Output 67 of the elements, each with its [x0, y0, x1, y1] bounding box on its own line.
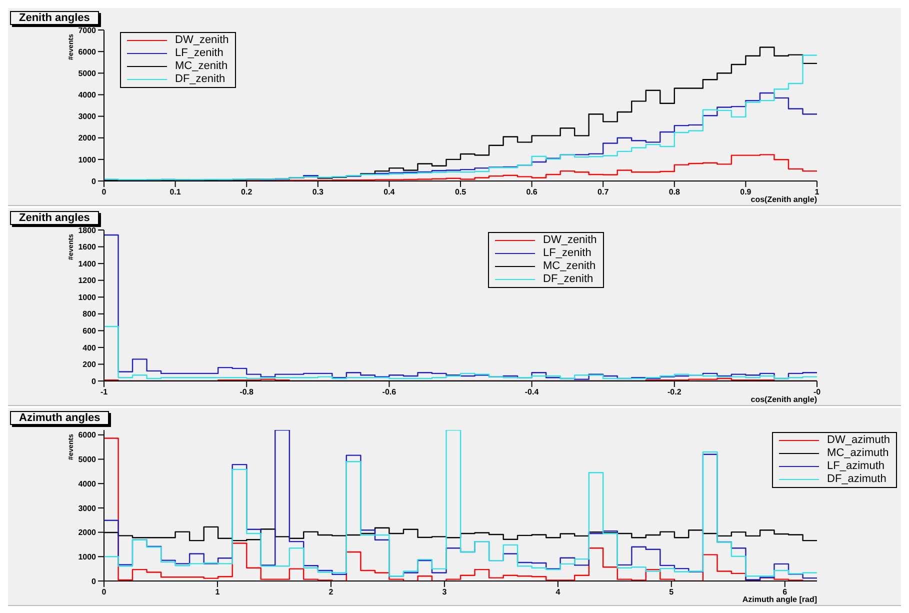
y-tick-label: 5000	[78, 455, 97, 464]
x-axis-title: cos(Zenith angle)	[750, 395, 817, 404]
x-tick-label: 0.9	[740, 188, 752, 197]
x-tick-label: 5	[669, 588, 674, 597]
x-tick-label: 0.1	[170, 188, 182, 197]
x-tick-label: 0.7	[598, 188, 610, 197]
x-tick-label: -0.6	[382, 388, 397, 397]
y-tick-label: 4000	[78, 90, 97, 100]
y-tick-label: 5000	[78, 68, 97, 78]
chart-title: Zenith angles	[10, 211, 99, 225]
y-tick-label: 0	[92, 376, 97, 386]
y-tick-label: 800	[82, 310, 97, 319]
legend-label: DW_azimuth	[827, 434, 890, 447]
legend-label: DF_azimuth	[827, 473, 886, 486]
x-tick-label: 0	[102, 588, 107, 597]
x-tick-label: -0	[813, 388, 822, 397]
y-tick-label: 1000	[78, 552, 97, 562]
x-tick-label: -1	[100, 388, 108, 397]
y-tick-label: 7000	[78, 26, 97, 35]
y-tick-label: 1800	[78, 226, 97, 235]
x-tick-label: 0.6	[526, 188, 538, 197]
y-tick-label: 1400	[78, 259, 97, 268]
legend-label: MC_azimuth	[827, 447, 889, 460]
chart-title: Zenith angles	[10, 11, 99, 25]
x-tick-label: -0.8	[240, 388, 254, 397]
y-tick-label: 400	[82, 343, 97, 352]
x-tick-label: 2	[328, 588, 334, 597]
legend-label: MC_zenith	[175, 60, 228, 73]
y-tick-label: 200	[82, 360, 97, 370]
legend-label: LF_zenith	[175, 47, 224, 60]
x-tick-label: 3	[442, 588, 448, 597]
y-tick-label: 1200	[78, 276, 97, 286]
y-tick-label: 6000	[78, 430, 97, 440]
x-tick-label: 0	[102, 188, 107, 197]
x-tick-label: 0.8	[668, 188, 681, 197]
x-tick-label: 6	[782, 588, 788, 597]
y-tick-label: 2000	[78, 528, 97, 538]
y-tick-label: 4000	[78, 479, 97, 488]
legend-label: LF_azimuth	[827, 460, 885, 473]
y-tick-label: 3000	[78, 504, 97, 513]
legend-label: DW_zenith	[543, 234, 597, 247]
y-tick-label: 1600	[78, 242, 97, 252]
legend-label: DF_zenith	[175, 73, 226, 86]
x-tick-label: 1	[215, 588, 220, 597]
y-tick-label: 2000	[78, 134, 97, 143]
y-tick-label: 1000	[78, 292, 97, 302]
y-tick-label: 3000	[78, 112, 97, 122]
legend-label: MC_zenith	[543, 260, 596, 273]
x-tick-label: 0.3	[312, 188, 324, 197]
x-axis-title: cos(Zenith angle)	[750, 195, 817, 204]
x-tick-label: 4	[556, 588, 561, 597]
x-axis-title: Azimuth angle [rad]	[742, 595, 817, 604]
chart-title: Azimuth angles	[10, 411, 110, 425]
y-tick-label: 0	[92, 176, 97, 186]
y-tick-label: 600	[82, 326, 97, 336]
x-tick-label: -0.4	[524, 388, 540, 397]
y-tick-label: 6000	[78, 47, 97, 56]
x-tick-label: 0.2	[241, 188, 253, 197]
y-tick-label: 1000	[78, 155, 97, 164]
x-tick-label: -0.2	[668, 388, 682, 397]
y-tick-label: 0	[92, 576, 97, 586]
x-tick-label: 0.4	[384, 188, 396, 197]
x-tick-label: 0.5	[454, 188, 467, 197]
legend-label: LF_zenith	[543, 247, 592, 260]
x-tick-label: 1	[814, 188, 820, 197]
legend-label: DF_zenith	[543, 273, 594, 286]
legend-label: DW_zenith	[175, 34, 229, 47]
